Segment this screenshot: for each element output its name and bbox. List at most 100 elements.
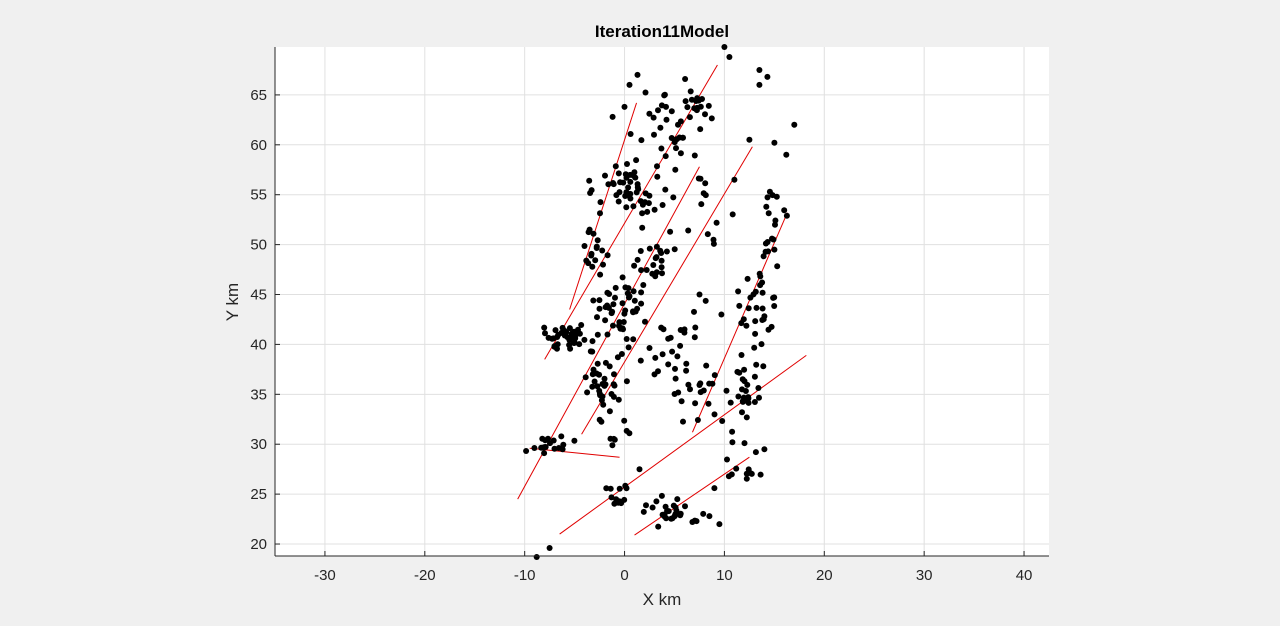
data-point [729, 428, 736, 435]
data-point [605, 304, 612, 311]
data-point [541, 324, 548, 331]
data-point [736, 302, 743, 309]
data-point [612, 284, 619, 291]
x-ticks: -30 -20 -10 0 10 20 30 40 [314, 551, 1032, 584]
data-point [764, 194, 771, 201]
data-point [651, 371, 658, 378]
data-point [685, 381, 692, 388]
data-point [658, 102, 665, 109]
data-point [566, 325, 573, 332]
data-point [638, 267, 645, 274]
data-point [738, 352, 745, 358]
data-point [746, 136, 753, 143]
data-point [761, 446, 768, 453]
data-point [751, 399, 758, 405]
data-point [661, 511, 668, 518]
data-point [652, 354, 659, 361]
data-point [542, 444, 549, 450]
data-point [783, 212, 790, 219]
data-point [718, 311, 725, 318]
data-point [596, 297, 603, 304]
data-point [589, 263, 596, 270]
data-point [588, 250, 595, 257]
data-point [646, 345, 653, 351]
data-point [592, 257, 599, 264]
data-point [615, 170, 622, 177]
data-point [603, 485, 610, 492]
data-point [741, 440, 748, 447]
data-point [608, 494, 615, 501]
data-point [719, 418, 726, 424]
data-point [703, 362, 710, 369]
data-point [739, 376, 746, 383]
data-point [711, 411, 718, 418]
data-point [637, 357, 644, 364]
data-point [555, 445, 562, 451]
data-point [639, 224, 646, 231]
data-point [674, 353, 681, 360]
data-point [627, 195, 634, 202]
data-point [594, 331, 601, 338]
data-point [631, 262, 638, 269]
data-point [695, 97, 702, 104]
data-point [653, 498, 660, 505]
data-point [721, 44, 728, 50]
data-point [756, 67, 763, 73]
data-point [607, 485, 614, 492]
data-point [773, 193, 780, 200]
data-point [757, 471, 764, 478]
data-point [542, 330, 548, 337]
data-point [593, 243, 600, 250]
data-point [650, 262, 657, 268]
data-point [716, 521, 723, 528]
data-point [531, 445, 538, 451]
data-point [677, 118, 684, 125]
data-point [685, 227, 692, 234]
fault-line [581, 146, 753, 435]
data-point [597, 271, 604, 278]
data-point [594, 314, 600, 321]
data-point [671, 139, 678, 146]
data-point [594, 360, 601, 367]
data-point [706, 513, 713, 520]
data-point [554, 341, 561, 348]
data-point [581, 336, 588, 343]
data-point [587, 190, 594, 196]
data-point [659, 351, 666, 358]
x-tick-label: -30 [314, 567, 336, 584]
data-point [678, 398, 685, 405]
y-tick-label: 25 [250, 486, 267, 503]
data-point [618, 351, 625, 357]
data-point [610, 381, 617, 388]
y-ticks: 20 25 30 35 40 45 50 55 60 65 [250, 87, 280, 553]
data-point [741, 366, 748, 373]
data-point [649, 270, 656, 277]
data-point [600, 401, 607, 408]
data-point [696, 291, 703, 298]
data-point [672, 365, 678, 372]
data-point [725, 473, 732, 480]
data-point [610, 180, 616, 186]
data-point [598, 418, 605, 425]
data-point [673, 145, 679, 152]
data-point [625, 184, 632, 191]
data-point [604, 252, 611, 259]
y-tick-label: 40 [250, 336, 267, 353]
data-point [640, 282, 647, 288]
data-point [630, 203, 637, 210]
fault-line [544, 64, 718, 360]
data-point [590, 297, 597, 304]
data-point [753, 361, 760, 368]
data-point [655, 107, 661, 114]
data-point [688, 96, 695, 103]
data-point [745, 305, 752, 312]
data-point [743, 470, 750, 477]
data-point [599, 381, 606, 387]
data-point [743, 322, 750, 329]
data-point [735, 288, 742, 295]
data-point [625, 285, 632, 292]
data-point [639, 210, 646, 217]
data-point [759, 289, 766, 296]
data-point [570, 340, 577, 346]
data-point [683, 360, 690, 367]
